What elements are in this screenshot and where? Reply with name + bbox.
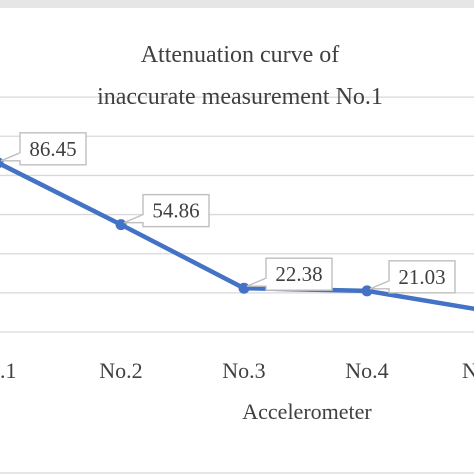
x-tick-label: No.4 [345, 358, 388, 383]
x-tick-label: .1 [0, 358, 17, 383]
x-tick-label: No.2 [99, 358, 142, 383]
callout-box [388, 260, 456, 294]
data-point [361, 285, 373, 297]
series-group: 86.45 54.86 22.38 21.03 [0, 132, 474, 312]
data-label: 86.45 [29, 137, 76, 161]
plot-area [0, 8, 474, 472]
x-tick-label: N [462, 358, 474, 383]
data-label: 54.86 [152, 199, 199, 223]
chart-title-line-1: Attenuation curve of [141, 42, 340, 68]
x-axis-title: Accelerometer [242, 399, 372, 424]
callout-box [19, 132, 87, 166]
data-point [115, 219, 127, 231]
data-label-callout: 22.38 [246, 257, 333, 291]
data-label-callout: 86.45 [0, 132, 87, 166]
callout-box [142, 193, 210, 228]
data-label-callout: 21.03 [369, 260, 456, 294]
data-label: 21.03 [398, 265, 445, 289]
x-axis-ticks: .1 No.2 No.3 No.4 N [0, 358, 474, 383]
x-tick-label: No.3 [222, 358, 265, 383]
chart-title-line-2: inaccurate measurement No.1 [97, 84, 383, 110]
data-point [238, 282, 250, 294]
data-label-callout: 54.86 [123, 193, 210, 228]
callout-box [265, 257, 333, 291]
data-label: 22.38 [275, 262, 322, 286]
